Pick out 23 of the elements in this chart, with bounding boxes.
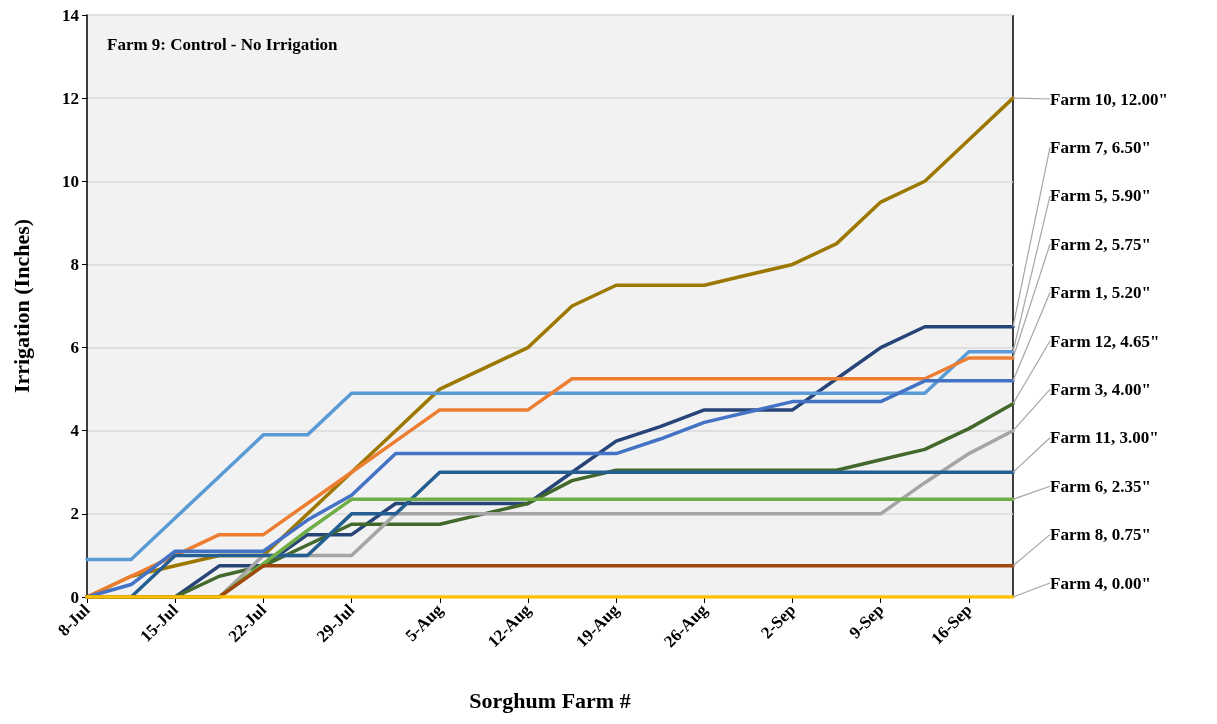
data-label: Farm 10, 12.00" — [1050, 89, 1169, 109]
y-tick-label: 14 — [62, 5, 80, 25]
data-label: Farm 7, 6.50" — [1050, 137, 1152, 157]
data-label: Farm 4, 0.00" — [1050, 573, 1152, 593]
data-label: Farm 5, 5.90" — [1050, 186, 1152, 206]
y-tick-label: 8 — [70, 254, 79, 274]
data-label: Farm 8, 0.75" — [1050, 525, 1152, 545]
y-tick-label: 6 — [70, 338, 79, 358]
data-label: Farm 2, 5.75" — [1050, 234, 1152, 254]
y-tick-label: 10 — [62, 171, 79, 191]
y-axis-title: Irrigation (Inches) — [8, 218, 34, 394]
y-tick-label: 12 — [62, 88, 79, 108]
line-series — [85, 349, 1015, 562]
data-label: Farm 6, 2.35" — [1050, 476, 1152, 496]
y-tick-label: 2 — [70, 504, 79, 524]
y-tick-label: 4 — [70, 421, 80, 441]
y-tick-label: 0 — [70, 587, 79, 607]
annotation: Farm 9: Control - No Irrigation — [107, 35, 339, 54]
data-label: Farm 1, 5.20" — [1050, 283, 1152, 303]
data-label: Farm 11, 3.00" — [1050, 428, 1159, 448]
x-axis-title: Sorghum Farm # — [469, 687, 631, 713]
data-label: Farm 3, 4.00" — [1050, 379, 1152, 399]
data-label: Farm 12, 4.65" — [1050, 331, 1160, 351]
